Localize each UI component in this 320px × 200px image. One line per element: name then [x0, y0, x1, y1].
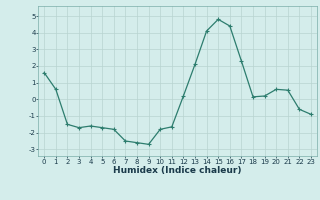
- X-axis label: Humidex (Indice chaleur): Humidex (Indice chaleur): [113, 166, 242, 175]
